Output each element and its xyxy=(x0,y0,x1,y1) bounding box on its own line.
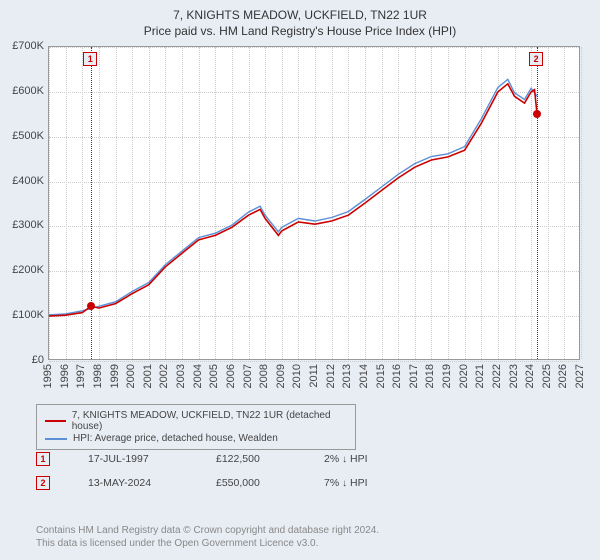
y-tick-label: £100K xyxy=(0,309,44,321)
marker-badge: 1 xyxy=(83,52,97,66)
x-tick-label: 1999 xyxy=(109,364,121,388)
x-tick-label: 2000 xyxy=(125,364,137,388)
transaction-diff: 2% ↓ HPI xyxy=(324,453,368,465)
transaction-date: 17-JUL-1997 xyxy=(88,453,178,465)
transaction-row: 1 17-JUL-1997 £122,500 2% ↓ HPI xyxy=(36,452,368,466)
x-tick-label: 2024 xyxy=(524,364,536,388)
y-tick-label: £700K xyxy=(0,40,44,52)
series-line xyxy=(49,79,537,314)
x-tick-label: 2026 xyxy=(557,364,569,388)
x-tick-label: 2022 xyxy=(491,364,503,388)
transaction-price: £122,500 xyxy=(216,453,286,465)
x-tick-label: 2004 xyxy=(192,364,204,388)
transaction-badge: 1 xyxy=(36,452,50,466)
titles: 7, KNIGHTS MEADOW, UCKFIELD, TN22 1UR Pr… xyxy=(0,0,600,38)
marker-line xyxy=(537,47,538,359)
x-tick-label: 2005 xyxy=(208,364,220,388)
legend: 7, KNIGHTS MEADOW, UCKFIELD, TN22 1UR (d… xyxy=(36,404,356,450)
x-tick-label: 2011 xyxy=(308,364,320,388)
marker-line xyxy=(91,47,92,359)
y-tick-label: £200K xyxy=(0,264,44,276)
y-tick-label: £300K xyxy=(0,219,44,231)
x-tick-label: 1998 xyxy=(92,364,104,388)
x-tick-label: 2013 xyxy=(341,364,353,388)
legend-swatch xyxy=(45,438,67,440)
y-tick-label: £600K xyxy=(0,85,44,97)
x-tick-label: 2017 xyxy=(408,364,420,388)
series-line xyxy=(49,84,537,316)
x-tick-label: 2019 xyxy=(441,364,453,388)
y-tick-label: £500K xyxy=(0,130,44,142)
gridline-h xyxy=(49,361,579,362)
x-tick-label: 2009 xyxy=(275,364,287,388)
legend-swatch xyxy=(45,420,66,422)
marker-badge: 2 xyxy=(529,52,543,66)
x-tick-label: 2020 xyxy=(458,364,470,388)
gridline-v xyxy=(581,47,582,359)
chart-subtitle: Price paid vs. HM Land Registry's House … xyxy=(0,24,600,38)
x-tick-label: 2016 xyxy=(391,364,403,388)
plot-area xyxy=(48,46,580,360)
x-tick-label: 2010 xyxy=(291,364,303,388)
legend-item: 7, KNIGHTS MEADOW, UCKFIELD, TN22 1UR (d… xyxy=(45,410,347,432)
transaction-row: 2 13-MAY-2024 £550,000 7% ↓ HPI xyxy=(36,476,368,490)
footer-line2: This data is licensed under the Open Gov… xyxy=(36,537,379,550)
x-tick-label: 2027 xyxy=(574,364,586,388)
x-tick-label: 2018 xyxy=(424,364,436,388)
x-tick-label: 2025 xyxy=(541,364,553,388)
x-tick-label: 2003 xyxy=(175,364,187,388)
x-tick-label: 2002 xyxy=(158,364,170,388)
marker-dot xyxy=(87,302,95,310)
footer-line1: Contains HM Land Registry data © Crown c… xyxy=(36,524,379,537)
marker-dot xyxy=(533,110,541,118)
y-tick-label: £0 xyxy=(0,354,44,366)
x-tick-label: 2012 xyxy=(325,364,337,388)
x-tick-label: 2015 xyxy=(375,364,387,388)
chart-container: 7, KNIGHTS MEADOW, UCKFIELD, TN22 1UR Pr… xyxy=(0,0,600,560)
transaction-diff: 7% ↓ HPI xyxy=(324,477,368,489)
legend-label: 7, KNIGHTS MEADOW, UCKFIELD, TN22 1UR (d… xyxy=(72,410,347,432)
x-tick-label: 1996 xyxy=(59,364,71,388)
transaction-badge: 2 xyxy=(36,476,50,490)
x-tick-label: 2006 xyxy=(225,364,237,388)
x-tick-label: 2007 xyxy=(242,364,254,388)
transaction-date: 13-MAY-2024 xyxy=(88,477,178,489)
line-series-svg xyxy=(49,47,581,361)
x-tick-label: 2021 xyxy=(474,364,486,388)
y-tick-label: £400K xyxy=(0,175,44,187)
x-tick-label: 2014 xyxy=(358,364,370,388)
x-tick-label: 1997 xyxy=(75,364,87,388)
legend-label: HPI: Average price, detached house, Weal… xyxy=(73,433,278,444)
x-tick-label: 2023 xyxy=(508,364,520,388)
transaction-price: £550,000 xyxy=(216,477,286,489)
footer: Contains HM Land Registry data © Crown c… xyxy=(36,524,379,550)
x-tick-label: 2008 xyxy=(258,364,270,388)
x-tick-label: 1995 xyxy=(42,364,54,388)
chart-title: 7, KNIGHTS MEADOW, UCKFIELD, TN22 1UR xyxy=(0,8,600,22)
x-tick-label: 2001 xyxy=(142,364,154,388)
legend-item: HPI: Average price, detached house, Weal… xyxy=(45,433,347,444)
